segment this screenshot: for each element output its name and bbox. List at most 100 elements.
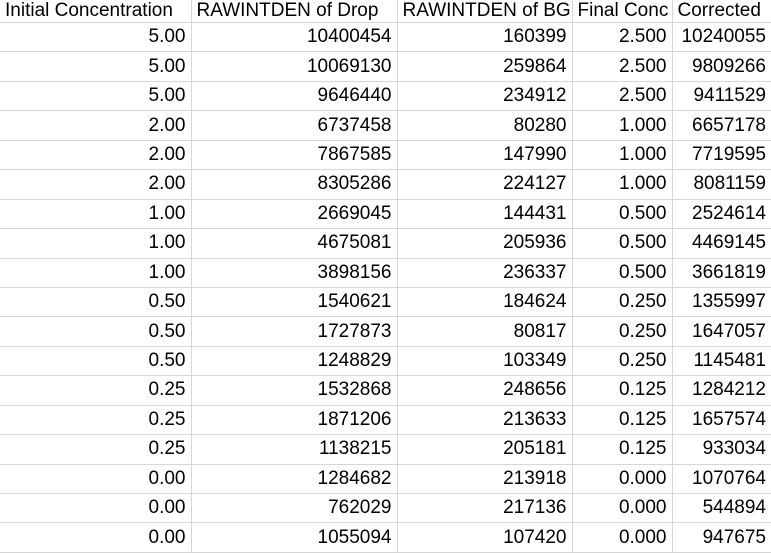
cell-rawintden_bg[interactable]: 160399 <box>397 22 573 53</box>
table-row: 0.50 1540621 184624 0.250 1355997 <box>0 287 771 318</box>
cell-final_conc[interactable]: 1.000 <box>572 140 673 171</box>
cell-rawintden_bg[interactable]: 147990 <box>397 140 573 171</box>
cell-initial_concentration[interactable]: 5.00 <box>0 51 192 82</box>
cell-rawintden_drop[interactable]: 1138215 <box>191 434 398 465</box>
cell-initial_concentration[interactable]: 1.00 <box>0 258 192 288</box>
cell-final_conc[interactable]: 2.500 <box>572 81 673 112</box>
cell-rawintden_bg[interactable]: 205936 <box>397 228 573 259</box>
cell-rawintden_drop[interactable]: 9646440 <box>191 81 398 112</box>
cell-initial_concentration[interactable]: 2.00 <box>0 110 192 141</box>
cell-rawintden_drop[interactable]: 1284682 <box>191 464 398 495</box>
cell-rawintden_drop[interactable]: 10069130 <box>191 51 398 82</box>
cell-rawintden_bg[interactable]: 107420 <box>397 522 573 553</box>
cell-corrected[interactable]: 1284212 <box>672 375 771 406</box>
cell-final_conc[interactable]: 0.125 <box>572 434 673 465</box>
table-row: 0.00 1055094 107420 0.000 947675 <box>0 522 771 553</box>
table-row: 2.00 8305286 224127 1.000 8081159 <box>0 169 771 200</box>
header-cell-corrected[interactable]: Corrected <box>672 0 771 23</box>
cell-rawintden_bg[interactable]: 80280 <box>397 110 573 141</box>
cell-initial_concentration[interactable]: 5.00 <box>0 22 192 53</box>
cell-rawintden_drop[interactable]: 6737458 <box>191 110 398 141</box>
cell-rawintden_drop[interactable]: 10400454 <box>191 22 398 53</box>
cell-rawintden_bg[interactable]: 259864 <box>397 51 573 82</box>
cell-rawintden_bg[interactable]: 144431 <box>397 199 573 230</box>
cell-rawintden_drop[interactable]: 1055094 <box>191 522 398 553</box>
cell-corrected[interactable]: 8081159 <box>672 169 771 200</box>
cell-corrected[interactable]: 1355997 <box>672 287 771 318</box>
cell-final_conc[interactable]: 1.000 <box>572 110 673 141</box>
header-cell-final-conc[interactable]: Final Conc <box>572 0 673 23</box>
cell-final_conc[interactable]: 2.500 <box>572 51 673 82</box>
cell-corrected[interactable]: 10240055 <box>672 22 771 53</box>
cell-initial_concentration[interactable]: 0.50 <box>0 287 192 318</box>
cell-corrected[interactable]: 2524614 <box>672 199 771 230</box>
cell-rawintden_drop[interactable]: 762029 <box>191 493 398 524</box>
cell-final_conc[interactable]: 0.250 <box>572 316 673 347</box>
cell-rawintden_drop[interactable]: 4675081 <box>191 228 398 259</box>
cell-rawintden_bg[interactable]: 217136 <box>397 493 573 524</box>
cell-rawintden_bg[interactable]: 184624 <box>397 287 573 318</box>
cell-rawintden_drop[interactable]: 7867585 <box>191 140 398 171</box>
header-cell-initial-concentration[interactable]: Initial Concentration <box>0 0 192 23</box>
header-cell-rawintden-drop[interactable]: RAWINTDEN of Drop <box>191 0 398 23</box>
cell-corrected[interactable]: 3661819 <box>672 258 771 288</box>
cell-initial_concentration[interactable]: 0.25 <box>0 375 192 406</box>
cell-final_conc[interactable]: 0.500 <box>572 228 673 259</box>
cell-final_conc[interactable]: 0.500 <box>572 258 673 288</box>
cell-initial_concentration[interactable]: 5.00 <box>0 81 192 112</box>
cell-rawintden_drop[interactable]: 3898156 <box>191 258 398 288</box>
cell-final_conc[interactable]: 1.000 <box>572 169 673 200</box>
cell-final_conc[interactable]: 0.250 <box>572 287 673 318</box>
cell-corrected[interactable]: 7719595 <box>672 140 771 171</box>
cell-corrected[interactable]: 4469145 <box>672 228 771 259</box>
cell-rawintden_drop[interactable]: 1871206 <box>191 405 398 436</box>
cell-corrected[interactable]: 6657178 <box>672 110 771 141</box>
cell-initial_concentration[interactable]: 0.00 <box>0 464 192 495</box>
cell-rawintden_bg[interactable]: 248656 <box>397 375 573 406</box>
cell-initial_concentration[interactable]: 1.00 <box>0 199 192 230</box>
cell-rawintden_drop[interactable]: 2669045 <box>191 199 398 230</box>
cell-rawintden_bg[interactable]: 103349 <box>397 346 573 377</box>
cell-rawintden_bg[interactable]: 236337 <box>397 258 573 288</box>
cell-corrected[interactable]: 1657574 <box>672 405 771 436</box>
cell-final_conc[interactable]: 0.250 <box>572 346 673 377</box>
cell-rawintden_bg[interactable]: 234912 <box>397 81 573 112</box>
cell-initial_concentration[interactable]: 0.50 <box>0 316 192 347</box>
cell-final_conc[interactable]: 0.000 <box>572 493 673 524</box>
cell-rawintden_drop[interactable]: 1727873 <box>191 316 398 347</box>
cell-final_conc[interactable]: 0.000 <box>572 522 673 553</box>
cell-rawintden_bg[interactable]: 213633 <box>397 405 573 436</box>
cell-corrected[interactable]: 1647057 <box>672 316 771 347</box>
cell-final_conc[interactable]: 0.000 <box>572 464 673 495</box>
cell-final_conc[interactable]: 0.125 <box>572 375 673 406</box>
table-row: 0.25 1532868 248656 0.125 1284212 <box>0 375 771 406</box>
cell-initial_concentration[interactable]: 0.25 <box>0 434 192 465</box>
cell-corrected[interactable]: 947675 <box>672 522 771 553</box>
cell-final_conc[interactable]: 0.125 <box>572 405 673 436</box>
cell-rawintden_drop[interactable]: 1532868 <box>191 375 398 406</box>
cell-initial_concentration[interactable]: 2.00 <box>0 169 192 200</box>
cell-corrected[interactable]: 1070764 <box>672 464 771 495</box>
cell-rawintden_bg[interactable]: 205181 <box>397 434 573 465</box>
cell-corrected[interactable]: 9411529 <box>672 81 771 112</box>
cell-initial_concentration[interactable]: 0.50 <box>0 346 192 377</box>
cell-final_conc[interactable]: 0.500 <box>572 199 673 230</box>
cell-rawintden_drop[interactable]: 1248829 <box>191 346 398 377</box>
cell-initial_concentration[interactable]: 2.00 <box>0 140 192 171</box>
cell-initial_concentration[interactable]: 0.00 <box>0 493 192 524</box>
cell-rawintden_bg[interactable]: 224127 <box>397 169 573 200</box>
cell-corrected[interactable]: 933034 <box>672 434 771 465</box>
cell-final_conc[interactable]: 2.500 <box>572 22 673 53</box>
cell-rawintden_bg[interactable]: 80817 <box>397 316 573 347</box>
cell-corrected[interactable]: 544894 <box>672 493 771 524</box>
cell-rawintden_drop[interactable]: 8305286 <box>191 169 398 200</box>
header-cell-rawintden-bg[interactable]: RAWINTDEN of BG <box>397 0 573 23</box>
cell-initial_concentration[interactable]: 0.25 <box>0 405 192 436</box>
cell-corrected[interactable]: 1145481 <box>672 346 771 377</box>
cell-initial_concentration[interactable]: 1.00 <box>0 228 192 259</box>
cell-corrected[interactable]: 9809266 <box>672 51 771 82</box>
header-row: Initial Concentration RAWINTDEN of Drop … <box>0 0 771 23</box>
cell-initial_concentration[interactable]: 0.00 <box>0 522 192 553</box>
cell-rawintden_bg[interactable]: 213918 <box>397 464 573 495</box>
cell-rawintden_drop[interactable]: 1540621 <box>191 287 398 318</box>
